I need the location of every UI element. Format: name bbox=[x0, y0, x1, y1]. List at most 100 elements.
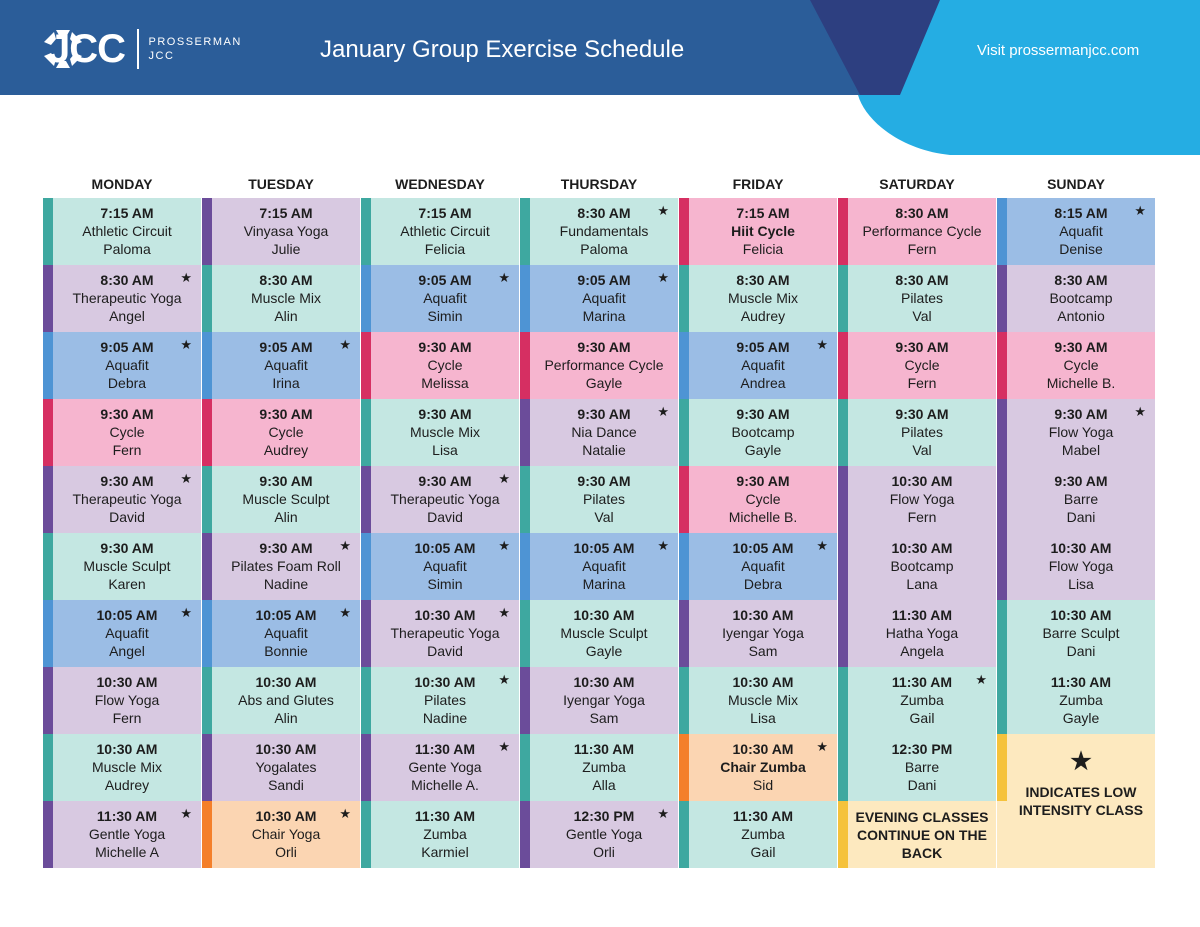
class-cell[interactable]: 8:30 AM Muscle Mix Alin bbox=[202, 265, 360, 332]
class-cell[interactable]: 11:30 AM Hatha Yoga Angela bbox=[838, 600, 996, 667]
class-cell[interactable]: 11:30 AM Zumba Gail bbox=[679, 801, 837, 868]
class-cell[interactable]: 8:15 AM Aquafit Denise ★ bbox=[997, 198, 1155, 265]
class-cell[interactable]: 9:30 AM Cycle Fern bbox=[838, 332, 996, 399]
color-bar bbox=[43, 667, 53, 734]
class-cell[interactable]: 12:30 PM Gentle Yoga Orli ★ bbox=[520, 801, 678, 868]
class-info: 10:30 AM Muscle Sculpt Gayle bbox=[530, 606, 678, 660]
class-cell[interactable]: 10:30 AM Therapeutic Yoga David ★ bbox=[361, 600, 519, 667]
class-cell[interactable]: 8:30 AM Bootcamp Antonio bbox=[997, 265, 1155, 332]
class-cell[interactable]: 8:30 AM Pilates Val bbox=[838, 265, 996, 332]
class-cell[interactable]: 10:30 AM Abs and Glutes Alin bbox=[202, 667, 360, 734]
class-cell[interactable]: 9:30 AM Nia Dance Natalie ★ bbox=[520, 399, 678, 466]
class-instructor: Mabel bbox=[1061, 442, 1101, 458]
class-cell[interactable]: 9:05 AM Aquafit Andrea ★ bbox=[679, 332, 837, 399]
logo-divider bbox=[137, 29, 139, 69]
class-cell[interactable]: 9:05 AM Aquafit Irina ★ bbox=[202, 332, 360, 399]
color-bar bbox=[520, 466, 530, 533]
class-cell[interactable]: 9:30 AM Pilates Val bbox=[520, 466, 678, 533]
class-cell[interactable]: 10:30 AM Chair Zumba Sid ★ bbox=[679, 734, 837, 801]
low-intensity-star-icon: ★ bbox=[657, 404, 669, 419]
class-cell[interactable]: 9:30 AM Therapeutic Yoga David ★ bbox=[43, 466, 201, 533]
class-cell[interactable]: 10:05 AM Aquafit Debra ★ bbox=[679, 533, 837, 600]
class-cell[interactable]: 9:30 AM Cycle Michelle B. bbox=[997, 332, 1155, 399]
color-bar bbox=[838, 265, 848, 332]
class-name: Aquafit bbox=[582, 290, 626, 306]
class-cell[interactable]: 10:30 AM Muscle Mix Audrey bbox=[43, 734, 201, 801]
class-cell[interactable]: 9:05 AM Aquafit Debra ★ bbox=[43, 332, 201, 399]
class-cell[interactable]: 9:30 AM Flow Yoga Mabel ★ bbox=[997, 399, 1155, 466]
class-cell[interactable]: 10:30 AM Muscle Mix Lisa bbox=[679, 667, 837, 734]
class-cell[interactable]: 11:30 AM Zumba Karmiel bbox=[361, 801, 519, 868]
class-cell[interactable]: 10:30 AM Flow Yoga Fern bbox=[43, 667, 201, 734]
class-cell[interactable]: 7:15 AM Hiit Cycle Felicia bbox=[679, 198, 837, 265]
class-cell[interactable]: 9:30 AM Cycle Audrey bbox=[202, 399, 360, 466]
color-bar bbox=[361, 332, 371, 399]
class-cell[interactable]: 9:30 AM Muscle Sculpt Karen bbox=[43, 533, 201, 600]
color-bar bbox=[520, 533, 530, 600]
class-name: Iyengar Yoga bbox=[722, 625, 804, 641]
class-cell[interactable]: 9:30 AM Cycle Michelle B. bbox=[679, 466, 837, 533]
class-time: 10:30 AM bbox=[732, 607, 794, 623]
class-cell[interactable]: 10:05 AM Aquafit Bonnie ★ bbox=[202, 600, 360, 667]
jcc-logo[interactable]: JCC PROSSERMAN JCC bbox=[42, 28, 242, 70]
class-time: 9:30 AM bbox=[259, 473, 313, 489]
low-intensity-star-icon: ★ bbox=[498, 672, 510, 687]
class-cell[interactable]: 10:30 AM Yogalates Sandi bbox=[202, 734, 360, 801]
class-cell[interactable]: 8:30 AM Therapeutic Yoga Angel ★ bbox=[43, 265, 201, 332]
class-cell[interactable]: 10:30 AM Bootcamp Lana bbox=[838, 533, 996, 600]
class-cell[interactable]: 10:30 AM Flow Yoga Fern bbox=[838, 466, 996, 533]
class-cell[interactable]: 7:15 AM Vinyasa Yoga Julie bbox=[202, 198, 360, 265]
class-cell[interactable]: 9:05 AM Aquafit Marina ★ bbox=[520, 265, 678, 332]
color-bar bbox=[679, 600, 689, 667]
class-cell[interactable]: 10:30 AM Pilates Nadine ★ bbox=[361, 667, 519, 734]
class-cell[interactable]: 11:30 AM Zumba Gail ★ bbox=[838, 667, 996, 734]
class-cell[interactable]: 11:30 AM Zumba Alla bbox=[520, 734, 678, 801]
class-cell[interactable]: 10:30 AM Iyengar Yoga Sam bbox=[520, 667, 678, 734]
class-cell[interactable]: 9:30 AM Pilates Foam Roll Nadine ★ bbox=[202, 533, 360, 600]
class-name: Muscle Mix bbox=[727, 290, 798, 306]
color-bar bbox=[838, 667, 848, 734]
class-cell[interactable]: 11:30 AM Zumba Gayle bbox=[997, 667, 1155, 734]
class-info: 8:30 AM Muscle Mix Alin bbox=[212, 271, 360, 325]
class-cell[interactable]: 9:30 AM Pilates Val bbox=[838, 399, 996, 466]
low-intensity-star-icon: ★ bbox=[498, 471, 510, 486]
class-cell[interactable]: 12:30 PM Barre Dani bbox=[838, 734, 996, 801]
low-intensity-star-icon: ★ bbox=[180, 806, 192, 821]
class-name: Iyengar Yoga bbox=[563, 692, 645, 708]
class-cell[interactable]: 8:30 AM Performance Cycle Fern bbox=[838, 198, 996, 265]
class-cell[interactable]: 9:30 AM Bootcamp Gayle bbox=[679, 399, 837, 466]
class-cell[interactable]: 9:30 AM Cycle Fern bbox=[43, 399, 201, 466]
class-time: 12:30 PM bbox=[891, 741, 953, 757]
class-cell[interactable]: 10:30 AM Barre Sculpt Dani bbox=[997, 600, 1155, 667]
color-bar bbox=[679, 198, 689, 265]
class-time: 9:30 AM bbox=[259, 406, 313, 422]
class-name: Therapeutic Yoga bbox=[390, 491, 500, 507]
class-cell[interactable]: 9:30 AM Muscle Sculpt Alin bbox=[202, 466, 360, 533]
class-cell[interactable]: 10:30 AM Chair Yoga Orli ★ bbox=[202, 801, 360, 868]
class-cell[interactable]: 10:30 AM Iyengar Yoga Sam bbox=[679, 600, 837, 667]
website-link[interactable]: Visit prossermanjcc.com bbox=[977, 42, 1140, 59]
class-instructor: Antonio bbox=[1057, 308, 1105, 324]
class-cell[interactable]: 10:30 AM Flow Yoga Lisa bbox=[997, 533, 1155, 600]
class-instructor: Felicia bbox=[742, 241, 784, 257]
class-cell[interactable]: 9:30 AM Cycle Melissa bbox=[361, 332, 519, 399]
class-cell[interactable]: 8:30 AM Fundamentals Paloma ★ bbox=[520, 198, 678, 265]
class-cell[interactable]: 10:05 AM Aquafit Simin ★ bbox=[361, 533, 519, 600]
class-cell[interactable]: 11:30 AM Gentle Yoga Michelle A ★ bbox=[43, 801, 201, 868]
class-cell[interactable]: 9:30 AM Therapeutic Yoga David ★ bbox=[361, 466, 519, 533]
class-cell[interactable]: 11:30 AM Gente Yoga Michelle A. ★ bbox=[361, 734, 519, 801]
class-cell[interactable]: 7:15 AM Athletic Circuit Paloma bbox=[43, 198, 201, 265]
class-cell[interactable]: 10:05 AM Aquafit Marina ★ bbox=[520, 533, 678, 600]
class-cell[interactable]: 9:30 AM Muscle Mix Lisa bbox=[361, 399, 519, 466]
class-name: Flow Yoga bbox=[94, 692, 160, 708]
class-cell[interactable]: 9:05 AM Aquafit Simin ★ bbox=[361, 265, 519, 332]
class-cell[interactable]: 9:30 AM Barre Dani bbox=[997, 466, 1155, 533]
color-bar bbox=[520, 600, 530, 667]
class-cell[interactable]: 9:30 AM Performance Cycle Gayle bbox=[520, 332, 678, 399]
class-info: 10:30 AM Flow Yoga Fern bbox=[53, 673, 201, 727]
evening-classes-note: EVENING CLASSES CONTINUE ON THE BACK bbox=[838, 801, 996, 868]
class-cell[interactable]: 10:30 AM Muscle Sculpt Gayle bbox=[520, 600, 678, 667]
class-cell[interactable]: 8:30 AM Muscle Mix Audrey bbox=[679, 265, 837, 332]
class-cell[interactable]: 7:15 AM Athletic Circuit Felicia bbox=[361, 198, 519, 265]
class-cell[interactable]: 10:05 AM Aquafit Angel ★ bbox=[43, 600, 201, 667]
